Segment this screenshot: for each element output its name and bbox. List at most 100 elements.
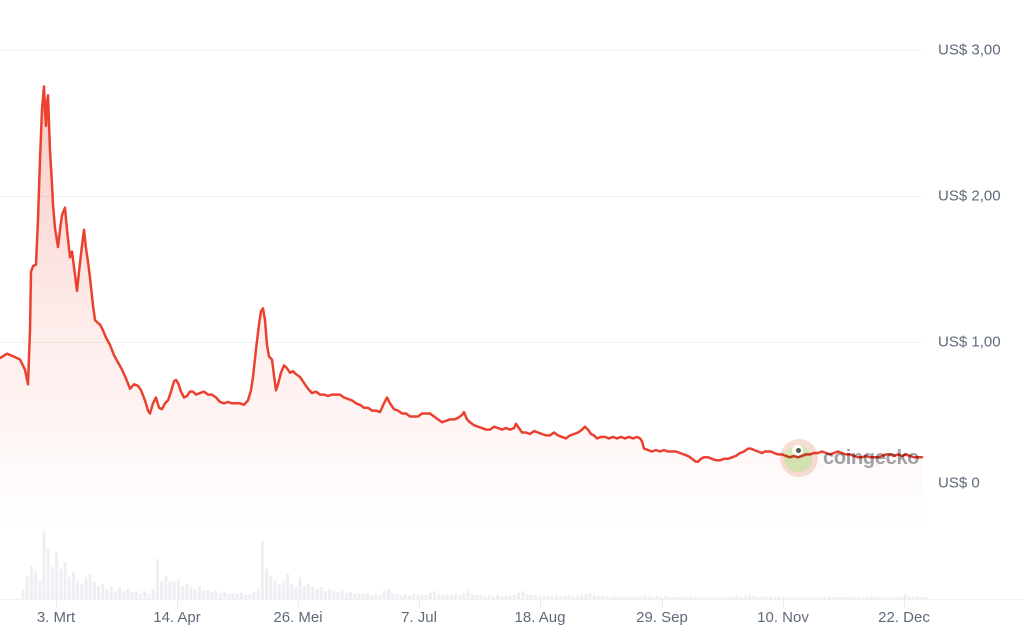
volume-bar: [88, 574, 92, 599]
volume-bar: [315, 589, 319, 599]
volume-bar: [504, 595, 508, 599]
volume-bar: [512, 595, 516, 599]
volume-bar: [470, 594, 474, 599]
volume-bar: [147, 594, 151, 599]
volume-bar: [567, 595, 571, 599]
volume-bar: [500, 596, 504, 599]
volume-bar: [559, 596, 563, 599]
volume-bar: [382, 591, 386, 599]
volume-bar: [920, 597, 924, 599]
volume-bar: [227, 594, 231, 599]
volume-bar: [193, 589, 197, 599]
volume-bar: [420, 594, 424, 599]
volume-bar: [290, 584, 294, 599]
volume-bar: [130, 592, 134, 599]
volume-bar: [59, 569, 63, 599]
volume-bar: [378, 595, 382, 599]
volume-bar: [735, 596, 739, 599]
volume-bar: [693, 597, 697, 599]
volume-bar: [260, 541, 264, 599]
volume-bar: [349, 592, 353, 599]
volume-bar: [857, 597, 861, 599]
volume-bar: [353, 594, 357, 599]
volume-bar: [706, 597, 710, 599]
volume-bar: [122, 591, 126, 599]
volume-bar: [596, 596, 600, 599]
volume-bar: [752, 596, 756, 599]
volume-bar: [554, 595, 558, 599]
volume-bar: [853, 597, 857, 599]
volume-bar: [244, 595, 248, 599]
volume-bar: [546, 596, 550, 599]
volume-bar: [613, 596, 617, 599]
volume-bar: [71, 572, 75, 599]
volume-bar: [483, 596, 487, 599]
volume-bar: [895, 597, 899, 599]
gecko-pupil: [796, 448, 801, 453]
volume-bar: [176, 579, 180, 599]
volume-bar: [655, 596, 659, 599]
volume-bar: [491, 596, 495, 599]
volume-bar: [160, 581, 164, 599]
volume-bar: [210, 592, 214, 599]
price-line: [0, 85, 924, 463]
volume-bar: [332, 591, 336, 599]
volume-bar: [185, 584, 189, 599]
volume-bar: [63, 562, 67, 599]
volume-bar: [802, 597, 806, 599]
volume-bar: [647, 596, 651, 599]
volume-bar: [424, 595, 428, 599]
volume-bar: [794, 597, 798, 599]
volume-bar: [827, 596, 831, 599]
watermark-text: coingecko: [823, 446, 920, 469]
volume-bar: [441, 595, 445, 599]
volume-bar: [634, 597, 638, 599]
volume-bar: [218, 593, 222, 599]
volume-bar: [899, 597, 903, 599]
volume-bar: [832, 597, 836, 599]
volume-bar: [748, 595, 752, 599]
volume-bar: [756, 597, 760, 599]
volume-bar: [689, 596, 693, 599]
volume-bar: [617, 597, 621, 599]
volume-bar: [487, 595, 491, 599]
volume-bar: [840, 597, 844, 599]
volume-bar: [890, 597, 894, 599]
volume-bar: [819, 597, 823, 599]
coingecko-watermark: coingecko: [780, 439, 920, 477]
volume-bar: [307, 584, 311, 599]
volume-bar: [806, 597, 810, 599]
volume-bar: [118, 587, 122, 599]
volume-bar: [29, 566, 33, 599]
volume-bar: [361, 594, 365, 599]
volume-bar: [269, 576, 273, 599]
volume-bar: [92, 582, 96, 599]
volume-bar: [479, 595, 483, 599]
volume-bar: [907, 596, 911, 599]
volume-bar: [433, 591, 437, 599]
volume-bar: [811, 597, 815, 599]
volume-bar: [395, 594, 399, 599]
volume-bar: [50, 567, 54, 599]
volume-bar: [848, 597, 852, 599]
volume-bar: [399, 595, 403, 599]
volume-bar: [701, 597, 705, 599]
volume-bar: [722, 597, 726, 599]
volume-bar: [143, 591, 147, 599]
volume-bar: [630, 596, 634, 599]
volume-bar: [777, 596, 781, 599]
volume-bar: [529, 595, 533, 599]
volume-bar: [869, 596, 873, 599]
volume-bar: [445, 594, 449, 599]
volume-bar: [475, 595, 479, 599]
volume-bar: [97, 586, 101, 599]
volume-bar: [903, 594, 907, 599]
volume-bar: [466, 591, 470, 599]
volume-bar: [609, 597, 613, 599]
volume-bar: [521, 591, 525, 599]
volume-bar: [34, 571, 38, 599]
volume-bar: [790, 597, 794, 599]
volume-bar: [785, 597, 789, 599]
